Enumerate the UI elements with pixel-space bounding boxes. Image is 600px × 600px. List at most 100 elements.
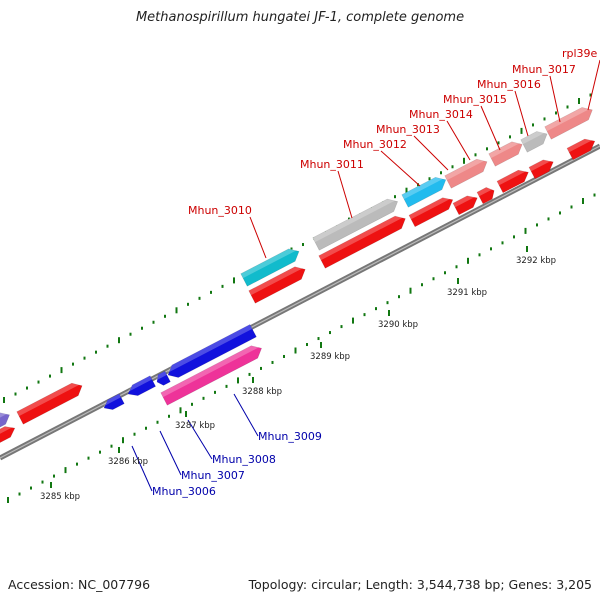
gene-arrow-body: [496, 169, 529, 194]
gene-arrow: [0, 426, 16, 447]
outer-tick-mark: [187, 302, 189, 306]
inner-tick-mark: [409, 287, 412, 294]
gene-arrow: [0, 412, 10, 432]
inner-tick-mark: [582, 198, 584, 204]
gene-arrow-highlight: [477, 187, 494, 197]
inner-tick-mark: [375, 307, 377, 311]
accession-text: Accession: NC_007796: [8, 577, 151, 592]
gene-arrow: [318, 215, 406, 269]
gene-arrow: [167, 324, 257, 378]
gene-arrow: [401, 176, 447, 208]
outer-tick-mark: [72, 362, 74, 366]
inner-tick-mark: [18, 492, 21, 496]
gene-arrow-highlight: [160, 345, 261, 398]
kbp-tick-label: 3286 kbp: [108, 457, 148, 467]
inner-tick-mark: [294, 347, 297, 354]
gene-arrow-body: [16, 382, 83, 425]
outer-tick-mark: [428, 177, 431, 181]
inner-tick-mark: [122, 437, 124, 444]
inner-tick-mark: [64, 467, 67, 474]
inner-tick-mark: [133, 432, 136, 436]
outer-tick-mark: [221, 284, 224, 288]
kbp-tick-label: 3285 kbp: [40, 492, 80, 502]
leader-line: [159, 430, 182, 476]
leader-line: [233, 393, 259, 437]
inner-tick-mark: [490, 247, 492, 251]
outer-tick-mark: [37, 380, 40, 384]
leader-line: [131, 445, 153, 492]
inner-tick-mark: [99, 450, 101, 454]
major-tick-mark: [526, 246, 528, 252]
gene-arrow-highlight: [103, 393, 121, 407]
gene-arrow-highlight: [167, 324, 253, 374]
outer-tick-mark: [405, 187, 408, 194]
inner-tick-mark: [329, 331, 331, 335]
gene-arrow: [160, 345, 262, 406]
inner-tick-mark: [110, 444, 113, 448]
gene-arrow-highlight: [520, 131, 547, 145]
inner-tick-mark: [570, 205, 573, 209]
forward-gene-label: Mhun_3016: [477, 78, 541, 91]
gene-arrow-highlight: [248, 266, 305, 296]
kbp-tick-label: 3292 kbp: [516, 256, 556, 266]
forward-gene-label: Mhun_3015: [443, 93, 507, 106]
outer-tick-mark: [60, 367, 63, 374]
gene-arrow-body: [528, 159, 554, 180]
gene-arrow: [16, 382, 83, 425]
inner-tick-mark: [76, 462, 78, 466]
outer-tick-mark: [198, 296, 201, 300]
outer-tick-mark: [49, 374, 51, 378]
reverse-gene-label: Mhun_3006: [152, 485, 216, 498]
kbp-tick-labels: 3285 kbp 3286 kbp 3287 kbp 3288 kbp 3289 kbp…: [40, 246, 556, 502]
outer-tick-mark: [566, 105, 569, 109]
forward-gene-label: Mhun_3010: [188, 204, 252, 217]
gene-arrow-body: [127, 375, 157, 396]
gene-arrow: [408, 197, 454, 228]
gene-arrow-body: [408, 197, 454, 228]
reverse-gene-label: Mhun_3009: [258, 430, 322, 443]
outer-tick-mark: [578, 98, 580, 104]
gene-arrow: [528, 159, 554, 180]
forward-gene-label: Mhun_3014: [409, 108, 473, 121]
outer-tick-mark: [486, 147, 488, 151]
inner-tick-mark: [352, 317, 354, 324]
inner-tick-mark: [432, 277, 435, 281]
gene-arrow: [444, 158, 488, 189]
outer-tick-mark: [83, 356, 86, 360]
gene-arrow-body: [318, 215, 406, 269]
outer-tick-mark: [532, 123, 534, 127]
gene-arrow-body: [566, 138, 596, 161]
inner-tick-mark: [271, 360, 274, 364]
gene-arrow-body: [167, 324, 257, 378]
inner-tick-mark: [593, 193, 596, 197]
leader-line: [249, 216, 267, 259]
gene-arrow: [488, 141, 523, 167]
forward-gene-label: rpl39e: [562, 47, 598, 60]
outer-tick-mark: [118, 337, 120, 344]
gene-arrow: [103, 393, 125, 410]
gene-arrow-body: [312, 198, 399, 251]
outer-tick-mark: [152, 320, 155, 324]
leader-line: [337, 170, 353, 219]
gene-arrow-highlight: [488, 141, 522, 159]
gene-arrow: [248, 266, 306, 304]
gene-arrow: [496, 169, 529, 194]
gene-arrow: [127, 375, 157, 396]
inner-tick-mark: [179, 407, 182, 414]
gene-arrow-body: [103, 393, 125, 410]
outer-tick-mark: [543, 117, 546, 121]
gene-arrow: [452, 195, 478, 216]
inner-tick-mark: [7, 497, 9, 503]
outer-tick-mark: [509, 135, 511, 139]
inner-tick-mark: [421, 283, 423, 287]
reverse-gene-label: Mhun_3008: [212, 453, 276, 466]
outer-tick-mark: [440, 171, 442, 175]
inner-tick-mark: [386, 301, 389, 305]
gene-arrow: [240, 248, 300, 287]
gene-arrow-highlight: [240, 248, 299, 279]
major-tick-mark: [118, 447, 120, 453]
gene-arrow-highlight: [0, 426, 15, 440]
outer-tick-mark: [106, 344, 109, 348]
outer-tick-mark: [14, 392, 17, 396]
major-tick-mark: [185, 411, 187, 417]
